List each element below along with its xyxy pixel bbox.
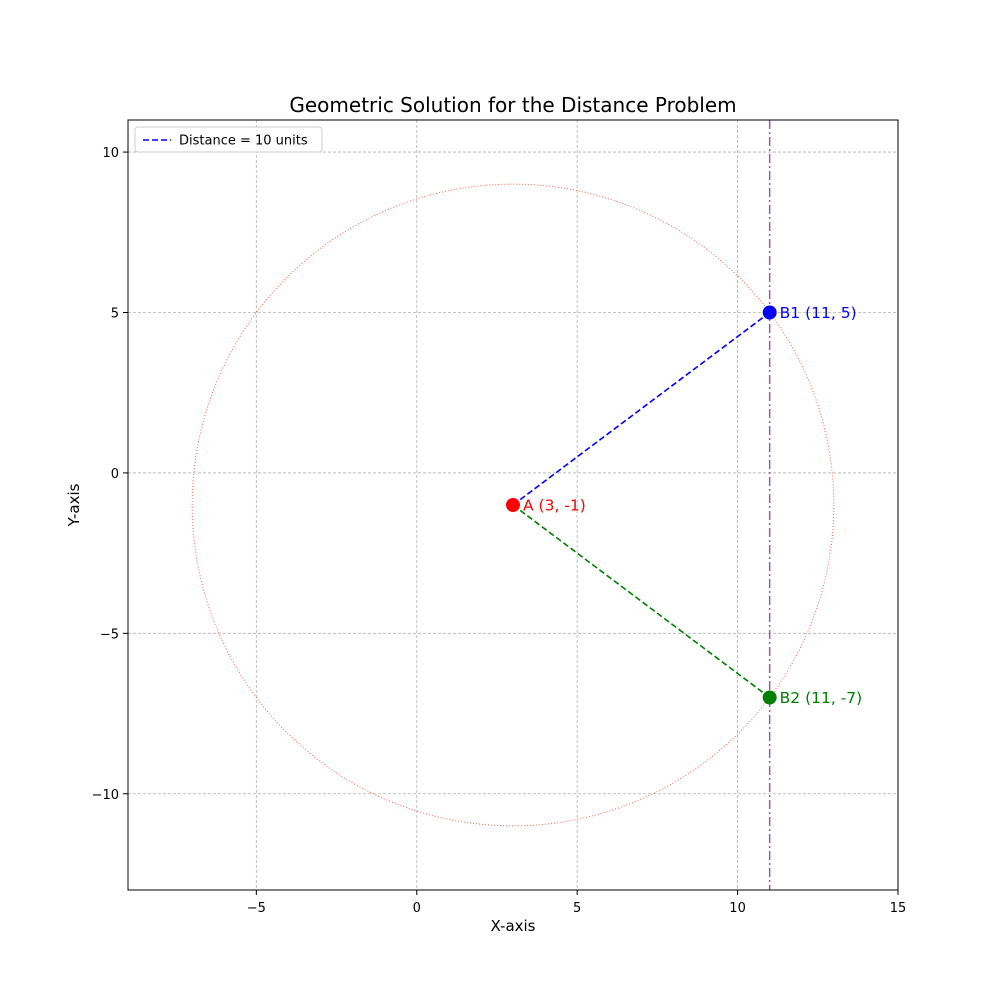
x-tick-label: −5	[247, 901, 266, 916]
y-tick-label: 5	[111, 307, 119, 322]
point-b1	[762, 305, 777, 320]
point-label-b2: B2 (11, -7)	[780, 689, 863, 707]
legend-box	[134, 126, 323, 153]
chart-title: Geometric Solution for the Distance Prob…	[289, 93, 736, 117]
x-tick-label: 5	[573, 901, 581, 916]
y-axis-label: Y-axis	[65, 483, 83, 527]
axis-ticks: −5 0 5 10 15 −10 −5 0 5 10	[92, 146, 907, 916]
x-tick-label: 15	[890, 901, 907, 916]
x-axis-label: X-axis	[491, 917, 536, 935]
y-tick-label: −5	[100, 627, 119, 642]
point-b2	[762, 690, 777, 705]
x-tick-label: 0	[413, 901, 421, 916]
legend: Distance = 10 units	[134, 126, 323, 153]
plot-frame	[127, 119, 899, 891]
y-tick-label: −10	[92, 788, 119, 803]
legend-label: Distance = 10 units	[179, 134, 308, 149]
point-a	[506, 498, 520, 512]
point-label-b1: B1 (11, 5)	[780, 304, 857, 322]
y-tick-label: 10	[102, 146, 119, 161]
point-label-a: A (3, -1)	[523, 497, 586, 515]
x-tick-label: 10	[729, 901, 746, 916]
point-labels: A (3, -1) B1 (11, 5) B2 (11, -7)	[523, 304, 862, 707]
distance-circle	[191, 183, 835, 827]
y-tick-label: 0	[111, 467, 119, 482]
geometry-layer	[191, 120, 835, 890]
